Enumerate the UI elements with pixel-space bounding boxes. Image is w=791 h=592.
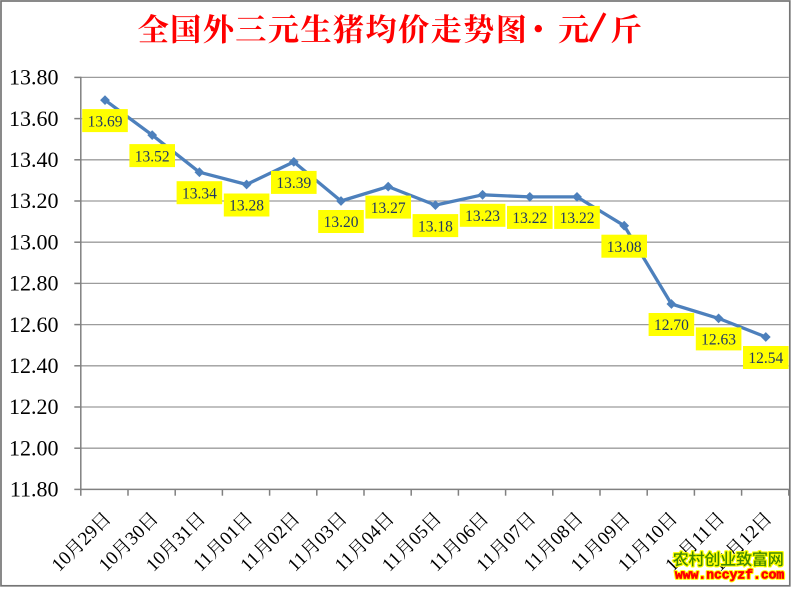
svg-text:www.nccyzf.com: www.nccyzf.com: [675, 568, 784, 583]
svg-text:11.80: 11.80: [10, 477, 59, 502]
svg-text:13.18: 13.18: [418, 218, 453, 235]
svg-text:12.70: 12.70: [654, 317, 689, 334]
svg-text:12.63: 12.63: [701, 332, 736, 349]
svg-text:12.80: 12.80: [9, 271, 59, 296]
svg-text:13.00: 13.00: [9, 229, 59, 254]
svg-text:13.08: 13.08: [607, 239, 642, 256]
svg-text:13.34: 13.34: [182, 185, 217, 202]
svg-text:13.23: 13.23: [465, 208, 500, 225]
svg-text:13.60: 13.60: [9, 106, 59, 131]
svg-text:12.20: 12.20: [9, 394, 59, 419]
svg-text:13.80: 13.80: [9, 65, 59, 90]
svg-text:www.nccyzf.com: www.nccyzf.com: [675, 568, 784, 583]
svg-text:13.22: 13.22: [560, 210, 595, 227]
svg-text:12.54: 12.54: [748, 350, 783, 367]
svg-text:13.20: 13.20: [9, 188, 59, 213]
svg-text:12.60: 12.60: [9, 312, 59, 337]
svg-text:13.20: 13.20: [324, 214, 359, 231]
svg-text:12.40: 12.40: [9, 353, 59, 378]
svg-text:13.69: 13.69: [88, 113, 123, 130]
svg-text:13.27: 13.27: [371, 200, 406, 217]
svg-text:13.39: 13.39: [276, 175, 311, 192]
svg-text:13.52: 13.52: [135, 148, 170, 165]
svg-text:13.40: 13.40: [9, 147, 59, 172]
svg-text:13.28: 13.28: [229, 198, 264, 215]
svg-text:12.00: 12.00: [9, 435, 59, 460]
svg-text:13.22: 13.22: [512, 210, 547, 227]
